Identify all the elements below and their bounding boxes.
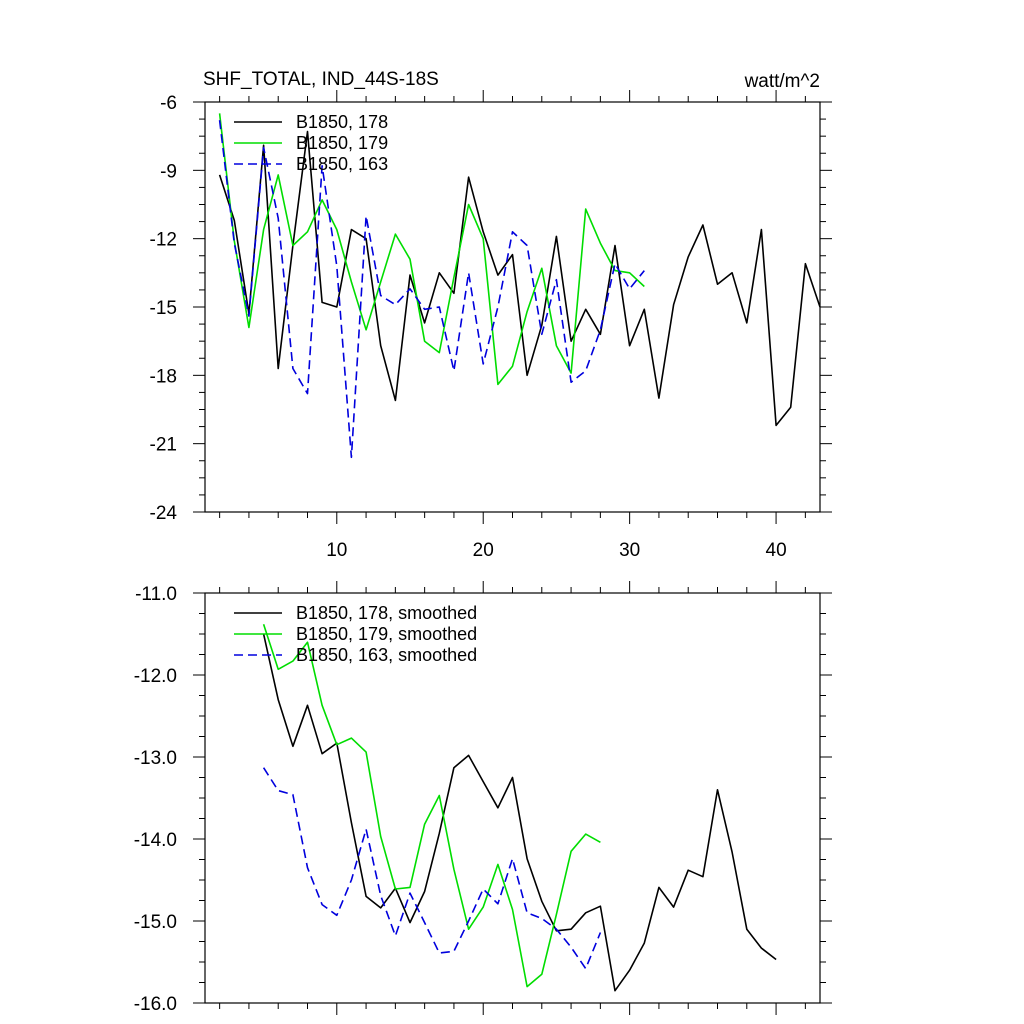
legend-label: B1850, 178, smoothed (296, 603, 477, 623)
series-line-2 (218, 113, 645, 386)
chart-units-label: watt/m^2 (744, 71, 820, 92)
series-line-3 (262, 767, 602, 970)
series-line-3 (218, 120, 645, 459)
x-tick-label: 20 (473, 540, 494, 561)
y-tick-label: -15 (150, 298, 177, 319)
y-tick-label: -11.0 (135, 584, 177, 605)
y-tick-label: -12.0 (134, 666, 177, 687)
y-tick-label: -16.0 (134, 994, 177, 1015)
bottom-panel: -11.0 -12.0 -13.0 -14.0 -15.0 -16.0 B1850, 17… (134, 581, 832, 1015)
legend-label: B1850, 163, smoothed (296, 645, 477, 665)
series-line-1 (262, 633, 777, 992)
x-tick-label: 10 (326, 540, 347, 561)
legend-label: B1850, 179 (296, 133, 388, 153)
y-tick-label: -6 (160, 93, 177, 114)
y-tick-label: -9 (160, 161, 177, 182)
y-tick-label: -13.0 (134, 748, 177, 769)
x-tick-label: 30 (619, 540, 640, 561)
y-tick-label: -24 (150, 503, 178, 524)
series-line-1 (218, 130, 821, 427)
legend-label: B1850, 163 (296, 154, 388, 174)
y-tick-label: -21 (150, 435, 177, 456)
legend-label: B1850, 178 (296, 112, 388, 132)
series-line-2 (262, 623, 601, 988)
chart-title-left: SHF_TOTAL, IND_44S-18S (203, 69, 439, 90)
top-panel: SHF_TOTAL, IND_44S-18S watt/m^2 10 20 30 40… (150, 69, 832, 561)
y-tick-label: -12 (150, 230, 177, 251)
x-tick-label: 40 (766, 540, 787, 561)
y-tick-label: -15.0 (134, 912, 177, 933)
y-tick-label: -14.0 (134, 830, 177, 851)
legend-label: B1850, 179, smoothed (296, 624, 477, 644)
y-tick-label: -18 (150, 366, 177, 387)
